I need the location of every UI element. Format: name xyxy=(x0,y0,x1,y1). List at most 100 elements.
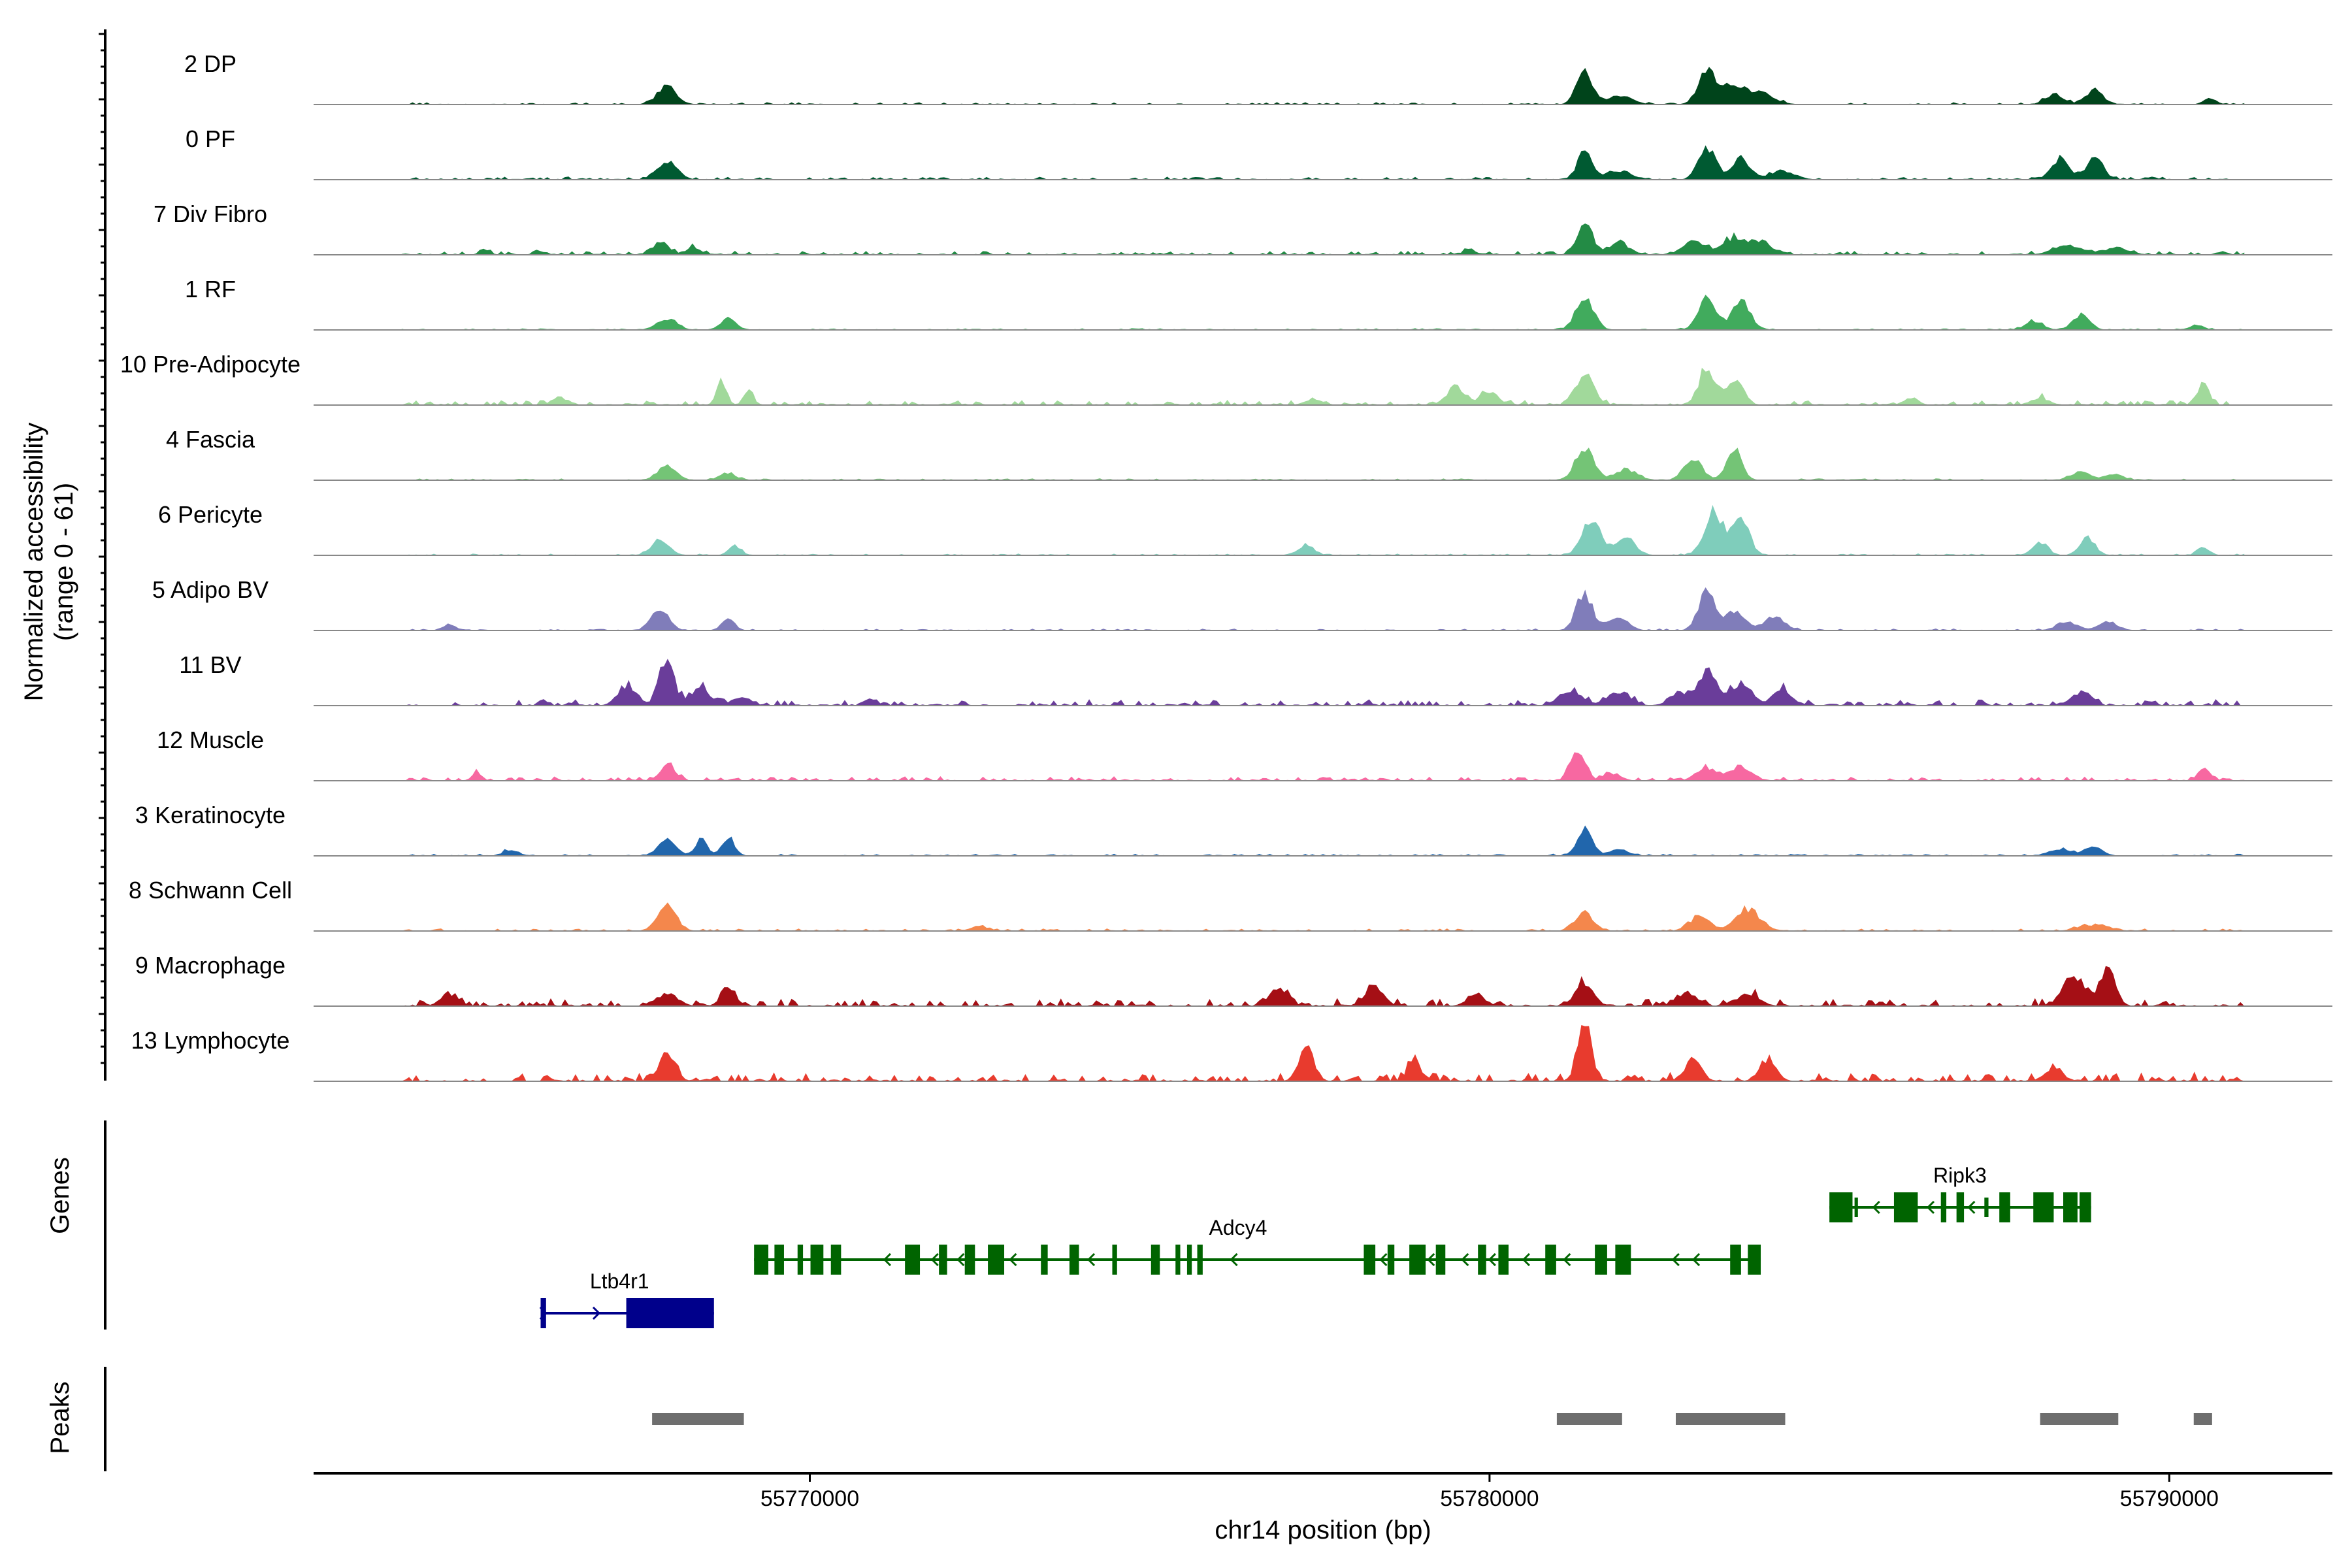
gene-exon xyxy=(988,1245,1005,1275)
peak-bar xyxy=(652,1413,744,1425)
track-label: 2 DP xyxy=(184,50,237,77)
x-axis-ticks: 55770000 55780000 55790000 xyxy=(760,1473,2219,1511)
track-label: 7 Div Fibro xyxy=(154,201,267,227)
gene-exon xyxy=(626,1298,714,1328)
x-tick-label: 55780000 xyxy=(1440,1486,1539,1511)
gene-exon xyxy=(1041,1245,1048,1275)
gene-exon xyxy=(1151,1245,1160,1275)
strand-arrow xyxy=(1563,1252,1571,1267)
peak-bar xyxy=(1675,1413,1786,1425)
peak-bar xyxy=(2193,1413,2212,1425)
coverage-area xyxy=(402,966,2245,1007)
coverage-area xyxy=(402,752,2245,781)
gene-exon xyxy=(1364,1245,1376,1275)
gene-exon xyxy=(1409,1245,1426,1275)
gene-exon xyxy=(1748,1245,1761,1275)
track-10: 3 Keratinocyte xyxy=(135,802,2332,857)
track-label: 9 Macrophage xyxy=(135,952,286,979)
track-7: 5 Adipo BV xyxy=(152,576,2332,631)
coverage-area xyxy=(402,825,2244,857)
gene-exon xyxy=(1595,1245,1607,1275)
strand-arrow xyxy=(1872,1200,1880,1215)
gene-exon xyxy=(1387,1245,1395,1275)
track-label: 0 PF xyxy=(186,125,235,152)
coverage-area xyxy=(402,659,2244,706)
strand-arrow xyxy=(1230,1252,1238,1267)
strand-arrow xyxy=(1379,1252,1388,1267)
coverage-area xyxy=(402,145,2244,180)
gene-exon xyxy=(1730,1245,1741,1275)
peak-bar xyxy=(2040,1413,2119,1425)
gene-exon xyxy=(2063,1192,2078,1222)
gene-exon xyxy=(540,1298,546,1328)
track-12: 9 Macrophage xyxy=(135,952,2332,1007)
gene-exon xyxy=(1186,1245,1192,1275)
strand-arrow xyxy=(1009,1252,1017,1267)
track-label: 11 BV xyxy=(179,651,241,678)
track-5: 4 Fascia xyxy=(166,426,2332,481)
track-1: 0 PF xyxy=(186,125,2332,180)
gene-exon xyxy=(2033,1192,2054,1222)
gene-exon xyxy=(810,1245,824,1275)
strand-arrow xyxy=(1461,1252,1469,1267)
strand-arrow xyxy=(1926,1200,1935,1215)
track-4: 10 Pre-Adipocyte xyxy=(120,351,2332,406)
y-axis-ticks xyxy=(99,33,105,1064)
coverage-area xyxy=(401,295,2244,331)
gene-label: Adcy4 xyxy=(1209,1216,1267,1239)
track-13: 13 Lymphocyte xyxy=(131,1024,2332,1083)
strand-arrow xyxy=(1488,1252,1496,1267)
track-label: 13 Lymphocyte xyxy=(131,1027,290,1054)
coverage-area xyxy=(402,1024,2244,1083)
gene-exon xyxy=(939,1245,947,1275)
gene-exon xyxy=(1112,1245,1117,1275)
genes-panel-label: Genes xyxy=(46,1157,74,1234)
strand-arrow xyxy=(883,1252,892,1267)
gene-adcy4: Adcy4 xyxy=(754,1216,1761,1275)
coverage-area xyxy=(401,223,2245,255)
track-label: 6 Pericyte xyxy=(158,501,263,528)
gene-exon xyxy=(905,1245,921,1275)
peak-bar xyxy=(1556,1413,1622,1425)
track-9: 12 Muscle xyxy=(157,727,2332,781)
gene-ltb4r1: Ltb4r1 xyxy=(539,1269,714,1328)
gene-exon xyxy=(1545,1245,1556,1275)
y-axis-label: Normalized accessibility xyxy=(20,423,48,702)
gene-exon xyxy=(1829,1192,1853,1222)
track-label: 12 Muscle xyxy=(157,727,264,753)
gene-label: Ripk3 xyxy=(1933,1164,1987,1187)
coverage-area xyxy=(402,67,2245,105)
gene-label: Ltb4r1 xyxy=(590,1269,649,1293)
strand-arrow xyxy=(1427,1252,1435,1267)
strand-arrow xyxy=(1671,1252,1680,1267)
track-3: 1 RF xyxy=(185,276,2332,331)
coverage-area xyxy=(402,367,2244,406)
gene-exon xyxy=(1854,1198,1858,1217)
gene-exon xyxy=(797,1245,804,1275)
gene-exon xyxy=(830,1245,841,1275)
gene-exon xyxy=(1999,1192,2010,1222)
gene-exon xyxy=(1615,1245,1631,1275)
track-label: 8 Schwann Cell xyxy=(129,877,292,904)
strand-arrow xyxy=(592,1306,601,1320)
strand-arrow xyxy=(956,1252,965,1267)
gene-exon xyxy=(1478,1245,1486,1275)
strand-arrow xyxy=(930,1252,939,1267)
gene-exon xyxy=(1893,1192,1918,1222)
coverage-area xyxy=(402,587,2245,631)
coverage-area xyxy=(402,504,2245,556)
gene-exon xyxy=(1940,1192,1947,1222)
track-0: 2 DP xyxy=(184,50,2332,105)
gene-exon xyxy=(964,1245,975,1275)
strand-arrow xyxy=(1967,1200,1976,1215)
track-11: 8 Schwann Cell xyxy=(129,877,2332,932)
gene-exon xyxy=(2079,1192,2091,1222)
peak-regions xyxy=(652,1413,2212,1425)
strand-arrow xyxy=(539,1306,547,1320)
gene-exon xyxy=(1069,1245,1079,1275)
gene-exon xyxy=(1435,1245,1446,1275)
coverage-area xyxy=(402,448,2244,481)
gene-exon xyxy=(774,1245,784,1275)
x-tick-label: 55790000 xyxy=(2120,1486,2219,1511)
